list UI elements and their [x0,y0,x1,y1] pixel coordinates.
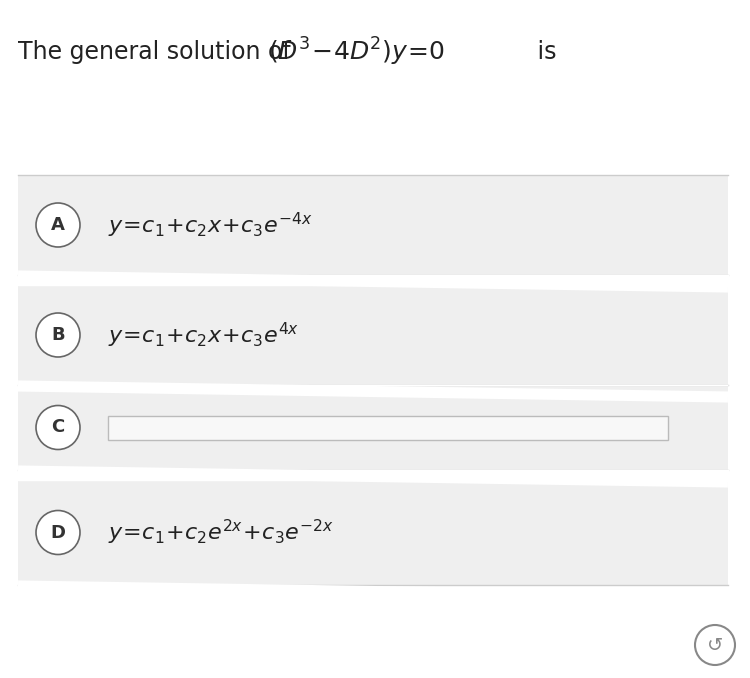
Bar [18,285,728,385]
Circle shape [36,405,80,450]
Text: B: B [51,326,64,344]
Text: D: D [50,523,65,542]
Bar [18,480,728,585]
Circle shape [36,313,80,357]
Text: C: C [51,418,64,437]
Circle shape [36,203,80,247]
Text: is: is [530,40,556,64]
Text: $y\!=\!c_1\!+\! c_2e^{2x} \!+\! c_3e^{-2x}$: $y\!=\!c_1\!+\! c_2e^{2x} \!+\! c_3e^{-2… [108,518,334,547]
Text: The general solution of: The general solution of [18,40,298,64]
Text: $y\!=\!c_1\!+\! c_2x \!+\! c_3e^{4x}$: $y\!=\!c_1\!+\! c_2x \!+\! c_3e^{4x}$ [108,321,299,350]
Text: ↺: ↺ [706,637,723,656]
Bar [18,385,728,470]
Text: $(D^3\!-\!4D^2)y\!=\!0$: $(D^3\!-\!4D^2)y\!=\!0$ [268,36,446,68]
Circle shape [695,625,735,665]
Text: $y\!=\!c_1\!+\! c_2x \!+\! c_3e^{-4x}$: $y\!=\!c_1\!+\! c_2x \!+\! c_3e^{-4x}$ [108,210,312,239]
Bar [108,416,668,439]
Circle shape [36,511,80,555]
Text: A: A [51,216,65,234]
Bar [18,175,728,275]
